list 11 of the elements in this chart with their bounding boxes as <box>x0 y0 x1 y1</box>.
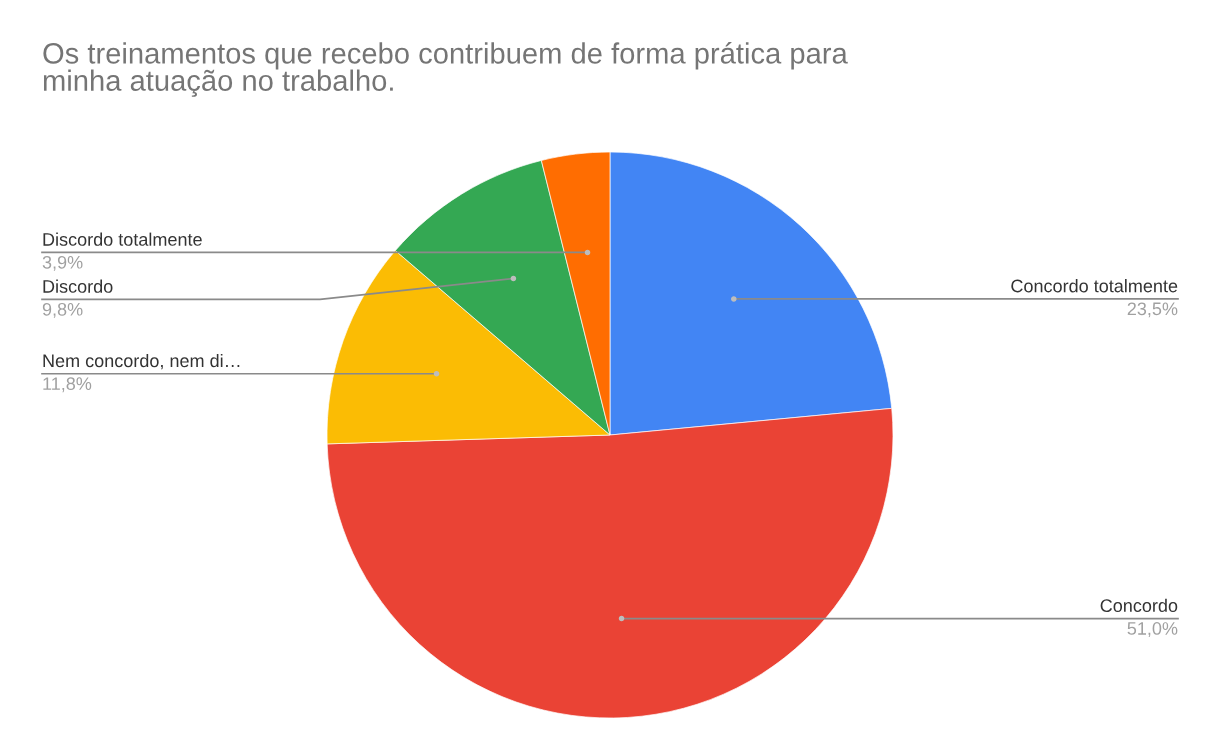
slice-label: Concordo <box>1100 598 1178 613</box>
data-label: 9,8% <box>42 302 83 318</box>
data-label: 3,9% <box>42 255 83 271</box>
data-label: 11,8% <box>43 377 92 393</box>
slice-label: Discordo totalmente <box>43 232 202 246</box>
data-label: 51,0% <box>1127 622 1178 637</box>
data-label: 23,5% <box>1127 302 1178 318</box>
slice-label: Discordo <box>43 279 113 293</box>
slice-label: Concordo totalmente <box>1011 279 1178 293</box>
chart-title: Os treinamentos que recebo contribuem de forma prática para minha atuação no trabalho. <box>43 42 848 97</box>
slice-label: Nem concordo, nem di… <box>43 353 240 370</box>
